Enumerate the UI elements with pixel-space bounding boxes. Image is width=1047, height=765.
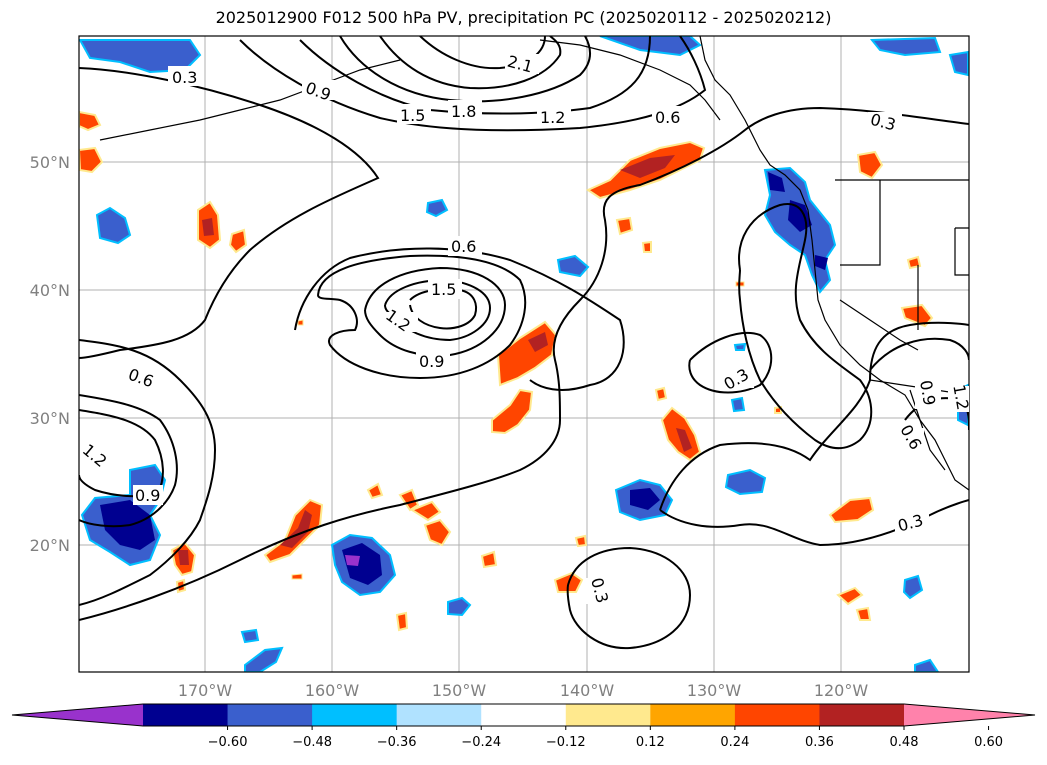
contour-label: 1.2 xyxy=(540,108,565,127)
colorbar-tick-label: −0.12 xyxy=(546,735,586,750)
colorbar xyxy=(11,703,1036,727)
contour-label: 0.6 xyxy=(451,237,476,256)
colorbar-tick-label: −0.48 xyxy=(292,735,332,750)
colorbar-max-extension xyxy=(904,704,1035,726)
colorbar-swatch xyxy=(650,704,736,726)
colorbar-tick-label: 0.60 xyxy=(974,735,1003,750)
lat-label: 40°N xyxy=(30,281,70,300)
colorbar-swatch xyxy=(396,704,482,726)
lon-label: 140°W xyxy=(560,681,615,700)
lat-label: 50°N xyxy=(30,153,70,172)
colorbar-tick-label: 0.36 xyxy=(805,735,834,750)
contour-label: 1.5 xyxy=(431,280,456,299)
colorbar-swatch xyxy=(312,704,398,726)
latitude-labels: 50°N 40°N 30°N 20°N xyxy=(30,153,70,555)
lon-label: 130°W xyxy=(687,681,742,700)
lat-label: 20°N xyxy=(30,536,70,555)
lon-label: 150°W xyxy=(432,681,487,700)
colorbar-swatch xyxy=(143,704,229,726)
colorbar-tick-label: 0.12 xyxy=(636,735,665,750)
colorbar-swatch xyxy=(565,704,651,726)
colorbar-swatch xyxy=(481,704,567,726)
colorbar-outline xyxy=(11,703,1036,727)
longitude-labels: 170°W 160°W 150°W 140°W 130°W 120°W xyxy=(178,681,869,700)
lat-label: 30°N xyxy=(30,409,70,428)
contour-label: 0.9 xyxy=(135,486,160,505)
map-frame xyxy=(78,35,970,673)
map-title: 2025012900 F012 500 hPa PV, precipitatio… xyxy=(215,8,832,27)
colorbar-swatch xyxy=(227,704,313,726)
pv-contours xyxy=(79,36,969,650)
colorbar-tick-label: 0.24 xyxy=(720,735,749,750)
contour-label: 0.6 xyxy=(655,108,680,127)
lon-label: 160°W xyxy=(305,681,360,700)
contour-label: 1.2 xyxy=(949,383,972,411)
lon-label: 120°W xyxy=(814,681,869,700)
contour-label: 0.9 xyxy=(419,352,444,371)
contour-label: 1.5 xyxy=(400,106,425,125)
colorbar-tick-label: −0.60 xyxy=(208,735,248,750)
lon-label: 170°W xyxy=(178,681,233,700)
colorbar-swatch xyxy=(819,704,905,726)
colorbar-min-extension xyxy=(12,704,143,726)
colorbar-tick-label: −0.36 xyxy=(377,735,417,750)
colorbar-tick-label: 0.48 xyxy=(890,735,919,750)
colorbar-swatch xyxy=(734,704,820,726)
contour-label: 0.3 xyxy=(172,68,197,87)
precip-negative-areas xyxy=(79,36,969,672)
colorbar-ticks: −0.60 −0.48 −0.36 −0.24 −0.12 0.12 0.24 0.36 0.4… xyxy=(208,726,1003,750)
contour-label: 1.8 xyxy=(451,102,476,121)
colorbar-tick-label: −0.24 xyxy=(461,735,501,750)
contour-label: 0.9 xyxy=(916,379,939,407)
